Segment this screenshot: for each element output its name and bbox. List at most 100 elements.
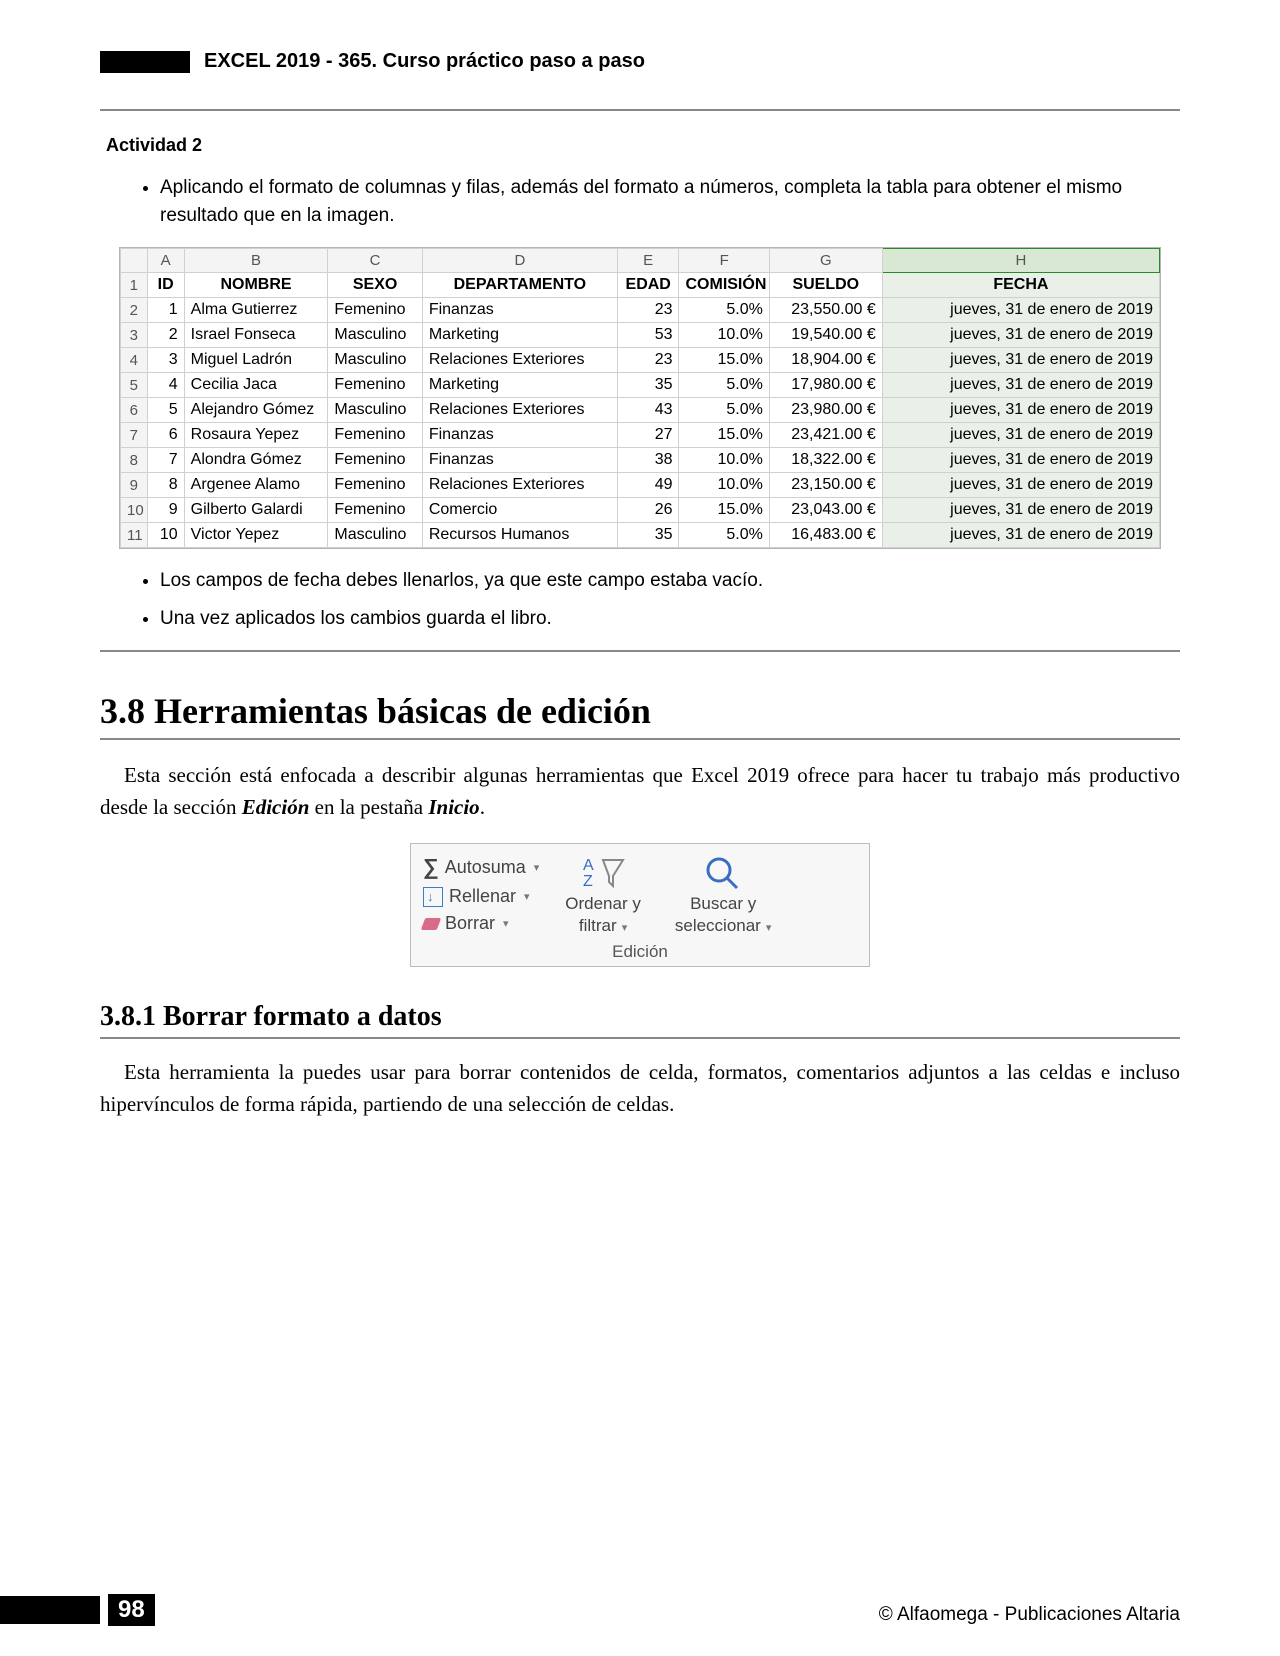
- data-cell[interactable]: Alma Gutierrez: [184, 298, 328, 323]
- data-cell[interactable]: jueves, 31 de enero de 2019: [882, 448, 1159, 473]
- column-letter[interactable]: H: [882, 249, 1159, 273]
- data-cell[interactable]: 23,421.00 €: [769, 423, 882, 448]
- data-cell[interactable]: jueves, 31 de enero de 2019: [882, 498, 1159, 523]
- data-cell[interactable]: 18,904.00 €: [769, 348, 882, 373]
- data-cell[interactable]: 15.0%: [679, 423, 769, 448]
- data-cell[interactable]: Relaciones Exteriores: [422, 348, 617, 373]
- row-number[interactable]: 11: [121, 523, 148, 548]
- ribbon-borrar[interactable]: Borrar ▾: [423, 913, 539, 934]
- row-number[interactable]: 3: [121, 323, 148, 348]
- data-cell[interactable]: Masculino: [328, 323, 422, 348]
- data-cell[interactable]: Femenino: [328, 448, 422, 473]
- data-cell[interactable]: 3: [147, 348, 184, 373]
- data-cell[interactable]: 43: [617, 398, 679, 423]
- data-cell[interactable]: Marketing: [422, 373, 617, 398]
- header-cell[interactable]: DEPARTAMENTO: [422, 273, 617, 298]
- row-number[interactable]: 9: [121, 473, 148, 498]
- data-cell[interactable]: Miguel Ladrón: [184, 348, 328, 373]
- data-cell[interactable]: Cecilia Jaca: [184, 373, 328, 398]
- data-cell[interactable]: 10.0%: [679, 323, 769, 348]
- data-cell[interactable]: 23,980.00 €: [769, 398, 882, 423]
- column-letter[interactable]: F: [679, 249, 769, 273]
- data-cell[interactable]: 7: [147, 448, 184, 473]
- data-cell[interactable]: jueves, 31 de enero de 2019: [882, 298, 1159, 323]
- data-cell[interactable]: jueves, 31 de enero de 2019: [882, 398, 1159, 423]
- column-letter[interactable]: A: [147, 249, 184, 273]
- data-cell[interactable]: jueves, 31 de enero de 2019: [882, 473, 1159, 498]
- excel-table[interactable]: ABCDEFGH1IDNOMBRESEXODEPARTAMENTOEDADCOM…: [120, 248, 1160, 548]
- data-cell[interactable]: jueves, 31 de enero de 2019: [882, 373, 1159, 398]
- data-cell[interactable]: 10.0%: [679, 473, 769, 498]
- data-cell[interactable]: Femenino: [328, 498, 422, 523]
- data-cell[interactable]: Gilberto Galardi: [184, 498, 328, 523]
- data-cell[interactable]: jueves, 31 de enero de 2019: [882, 323, 1159, 348]
- row-number[interactable]: 4: [121, 348, 148, 373]
- data-cell[interactable]: 15.0%: [679, 498, 769, 523]
- column-letter[interactable]: C: [328, 249, 422, 273]
- data-cell[interactable]: 23,550.00 €: [769, 298, 882, 323]
- data-cell[interactable]: 10: [147, 523, 184, 548]
- column-letter[interactable]: G: [769, 249, 882, 273]
- data-cell[interactable]: 27: [617, 423, 679, 448]
- data-cell[interactable]: 23: [617, 348, 679, 373]
- data-cell[interactable]: Alondra Gómez: [184, 448, 328, 473]
- data-cell[interactable]: 5: [147, 398, 184, 423]
- data-cell[interactable]: Comercio: [422, 498, 617, 523]
- row-number[interactable]: 7: [121, 423, 148, 448]
- data-cell[interactable]: Argenee Alamo: [184, 473, 328, 498]
- data-cell[interactable]: 23,043.00 €: [769, 498, 882, 523]
- data-cell[interactable]: 19,540.00 €: [769, 323, 882, 348]
- data-cell[interactable]: 15.0%: [679, 348, 769, 373]
- data-cell[interactable]: 5.0%: [679, 373, 769, 398]
- row-number[interactable]: 2: [121, 298, 148, 323]
- data-cell[interactable]: Israel Fonseca: [184, 323, 328, 348]
- header-cell[interactable]: SUELDO: [769, 273, 882, 298]
- header-cell[interactable]: FECHA: [882, 273, 1159, 298]
- row-number[interactable]: 5: [121, 373, 148, 398]
- data-cell[interactable]: 2: [147, 323, 184, 348]
- column-letter[interactable]: B: [184, 249, 328, 273]
- data-cell[interactable]: 26: [617, 498, 679, 523]
- data-cell[interactable]: 18,322.00 €: [769, 448, 882, 473]
- data-cell[interactable]: 38: [617, 448, 679, 473]
- data-cell[interactable]: 6: [147, 423, 184, 448]
- data-cell[interactable]: 23,150.00 €: [769, 473, 882, 498]
- data-cell[interactable]: 16,483.00 €: [769, 523, 882, 548]
- data-cell[interactable]: 10.0%: [679, 448, 769, 473]
- ribbon-autosuma[interactable]: ∑ Autosuma ▾: [423, 854, 539, 880]
- data-cell[interactable]: 1: [147, 298, 184, 323]
- data-cell[interactable]: Finanzas: [422, 298, 617, 323]
- data-cell[interactable]: 35: [617, 523, 679, 548]
- data-cell[interactable]: 5.0%: [679, 398, 769, 423]
- data-cell[interactable]: Relaciones Exteriores: [422, 398, 617, 423]
- data-cell[interactable]: 23: [617, 298, 679, 323]
- header-cell[interactable]: EDAD: [617, 273, 679, 298]
- data-cell[interactable]: Finanzas: [422, 423, 617, 448]
- header-cell[interactable]: COMISIÓN: [679, 273, 769, 298]
- data-cell[interactable]: 35: [617, 373, 679, 398]
- data-cell[interactable]: 8: [147, 473, 184, 498]
- data-cell[interactable]: Relaciones Exteriores: [422, 473, 617, 498]
- data-cell[interactable]: Rosaura Yepez: [184, 423, 328, 448]
- row-number[interactable]: 1: [121, 273, 148, 298]
- data-cell[interactable]: 5.0%: [679, 298, 769, 323]
- data-cell[interactable]: 9: [147, 498, 184, 523]
- data-cell[interactable]: 4: [147, 373, 184, 398]
- data-cell[interactable]: Recursos Humanos: [422, 523, 617, 548]
- data-cell[interactable]: 17,980.00 €: [769, 373, 882, 398]
- data-cell[interactable]: Masculino: [328, 398, 422, 423]
- column-letter[interactable]: D: [422, 249, 617, 273]
- data-cell[interactable]: Finanzas: [422, 448, 617, 473]
- data-cell[interactable]: jueves, 31 de enero de 2019: [882, 423, 1159, 448]
- data-cell[interactable]: 53: [617, 323, 679, 348]
- data-cell[interactable]: jueves, 31 de enero de 2019: [882, 523, 1159, 548]
- header-cell[interactable]: SEXO: [328, 273, 422, 298]
- ribbon-ordenar-filtrar[interactable]: A Z Ordenar y filtrar ▾: [557, 854, 649, 936]
- data-cell[interactable]: Marketing: [422, 323, 617, 348]
- row-number[interactable]: 6: [121, 398, 148, 423]
- header-cell[interactable]: ID: [147, 273, 184, 298]
- ribbon-buscar-seleccionar[interactable]: Buscar y seleccionar ▾: [667, 854, 780, 936]
- data-cell[interactable]: Femenino: [328, 373, 422, 398]
- data-cell[interactable]: Masculino: [328, 348, 422, 373]
- data-cell[interactable]: Femenino: [328, 473, 422, 498]
